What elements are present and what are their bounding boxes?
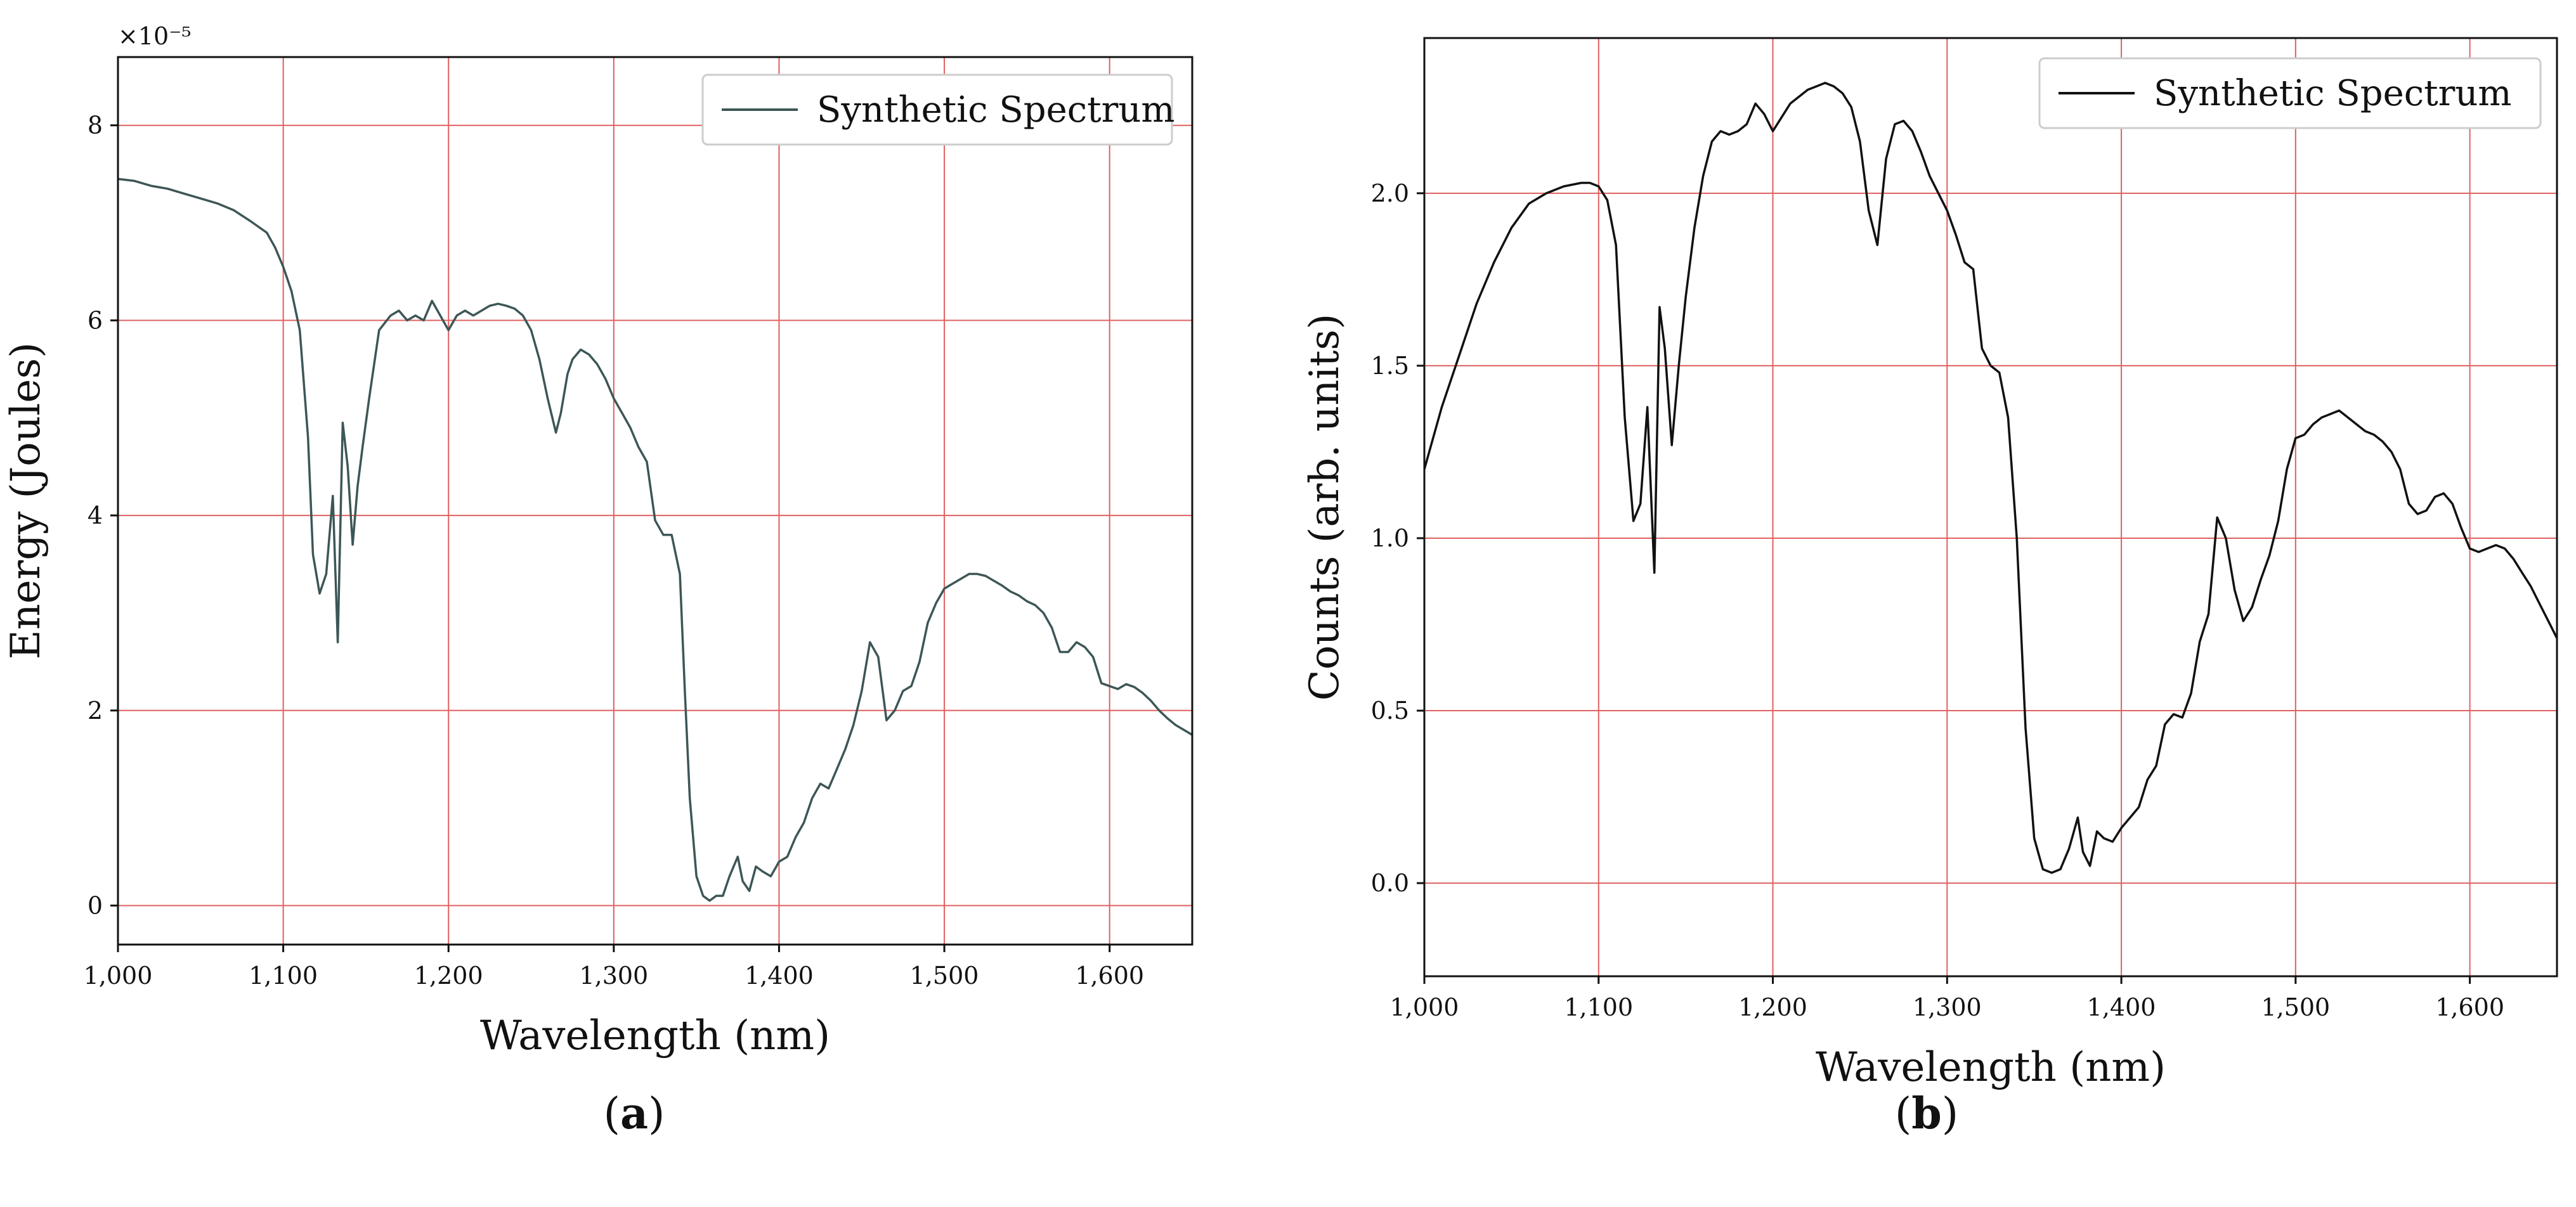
x-tick-label-b-4: 1,400 — [2087, 993, 2156, 1021]
x-axis-label-a: Wavelength (nm) — [480, 1012, 830, 1059]
y-offset-label-a: ×10⁻⁵ — [118, 22, 191, 50]
chart-panel-b: 1,000 1,100 1,200 1,300 1,400 1,500 1,600 0.00… — [1301, 37, 2558, 1139]
y-tick-label-b-0: 0.0 — [1371, 869, 1409, 897]
series-line-a-0 — [117, 178, 1193, 902]
series-line-b-0 — [1423, 81, 2558, 874]
y-tick-label-a-0: 0 — [88, 891, 103, 919]
x-tick-label-b-1: 1,100 — [1564, 993, 1633, 1021]
y-tick-label-a-1: 2 — [88, 697, 103, 725]
x-tick-label-a-6: 1,600 — [1075, 962, 1144, 990]
panel-label-a-letter: a — [620, 1088, 648, 1139]
x-ticks-b: 1,000 1,100 1,200 1,300 1,400 1,500 1,600 — [1390, 976, 2504, 1021]
y-tick-label-b-1: 0.5 — [1371, 697, 1409, 725]
plot-frame-b — [1423, 37, 2558, 978]
x-tick-label-b-0: 1,000 — [1390, 993, 1459, 1021]
x-tick-label-a-1: 1,100 — [249, 962, 318, 990]
x-tick-label-b-3: 1,300 — [1913, 993, 1982, 1021]
x-tick-label-b-2: 1,200 — [1738, 993, 1807, 1021]
x-tick-label-a-2: 1,200 — [414, 962, 483, 990]
legend-label-b: Synthetic Spectrum — [2154, 73, 2512, 114]
legend-box-b — [2038, 57, 2542, 129]
x-tick-label-b-6: 1,600 — [2435, 993, 2504, 1021]
y-tick-label-b-3: 1.5 — [1371, 352, 1409, 380]
x-tick-label-a-4: 1,400 — [745, 962, 814, 990]
x-tick-label-a-3: 1,300 — [579, 962, 648, 990]
panel-label-b-letter: b — [1911, 1088, 1942, 1139]
y-axis-label-b: Counts (arb. units) — [1301, 314, 1348, 701]
x-axis-label-b: Wavelength (nm) — [1816, 1044, 2166, 1091]
series-group-a — [117, 178, 1193, 902]
legend-b: Synthetic Spectrum — [2038, 57, 2542, 129]
legend-a: Synthetic Spectrum — [701, 74, 1175, 146]
y-axis-label-a: Energy (Joules) — [3, 342, 49, 659]
grid-b — [1424, 38, 2557, 976]
panel-label-a: (a) — [603, 1088, 665, 1139]
y-tick-label-b-4: 2.0 — [1371, 179, 1409, 207]
y-tick-label-a-4: 8 — [88, 112, 103, 139]
series-group-b — [1423, 81, 2558, 874]
chart-panel-a: 1,000 1,100 1,200 1,300 1,400 1,500 1,600 0 2 4 6… — [3, 22, 1194, 1139]
x-tick-label-b-5: 1,500 — [2261, 993, 2330, 1021]
y-ticks-a: 0 2 4 6 8 — [88, 112, 118, 919]
x-tick-label-a-0: 1,000 — [84, 962, 153, 990]
y-ticks-b: 0.0 0.5 1.0 1.5 2.0 — [1371, 179, 1424, 897]
legend-label-a: Synthetic Spectrum — [817, 89, 1175, 131]
x-ticks-a: 1,000 1,100 1,200 1,300 1,400 1,500 1,600 — [84, 945, 1144, 990]
x-tick-label-a-5: 1,500 — [910, 962, 979, 990]
y-tick-label-a-2: 4 — [88, 501, 103, 529]
y-tick-label-b-2: 1.0 — [1371, 524, 1409, 552]
y-tick-label-a-3: 6 — [88, 306, 103, 334]
panel-label-b: (b) — [1895, 1088, 1959, 1139]
plot-frame-a — [117, 56, 1194, 946]
legend-box-a — [701, 74, 1173, 146]
